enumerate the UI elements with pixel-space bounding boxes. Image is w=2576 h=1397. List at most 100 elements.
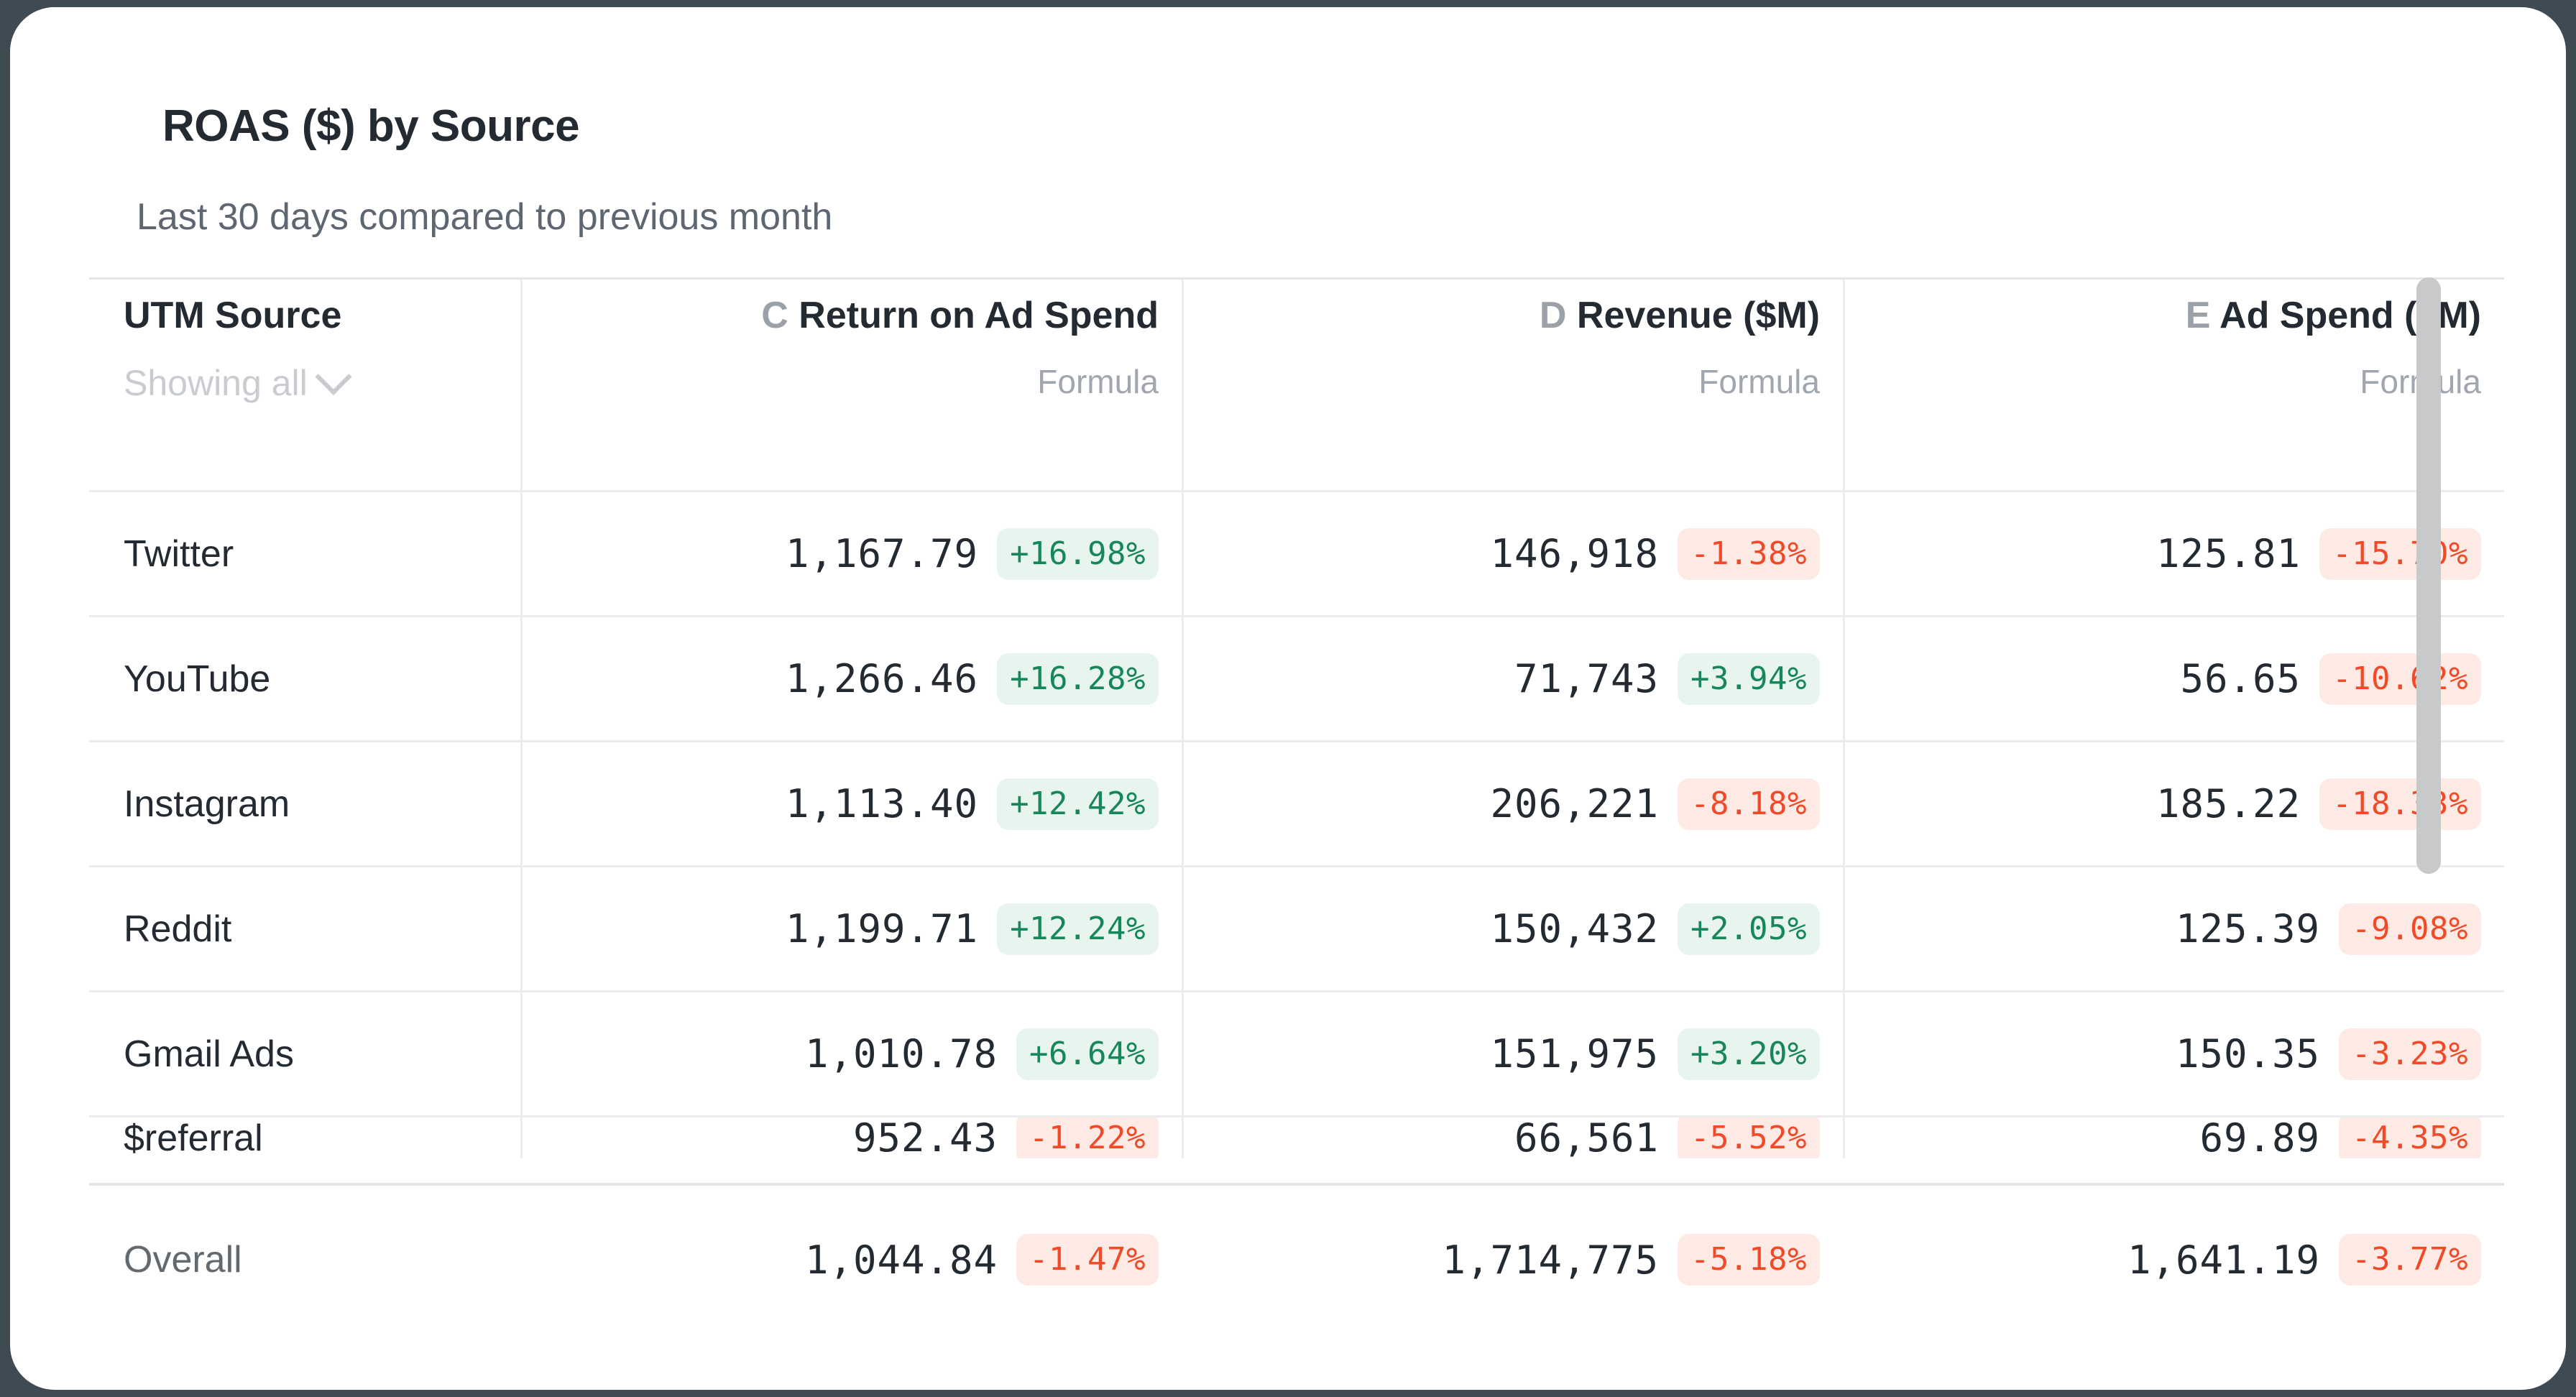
metric-value: 146,918	[1490, 531, 1660, 576]
delta-badge: +6.64%	[1016, 1028, 1159, 1080]
delta-badge: -8.18%	[1678, 778, 1820, 830]
table-header-row: UTM Source Showing all C Return on Ad Sp…	[89, 277, 2504, 490]
cell-revenue: 66,561 -5.52%	[1182, 1117, 1843, 1158]
column-header-label: UTM Source	[124, 295, 342, 336]
column-header-subtitle: Formula	[1037, 363, 1159, 401]
column-header-ad-spend[interactable]: E Ad Spend ($M) Formula	[1843, 280, 2504, 490]
delta-badge: -4.35%	[2339, 1117, 2481, 1158]
page-title: ROAS ($) by Source	[162, 101, 580, 151]
metric-value: 1,113.40	[785, 781, 979, 826]
utm-source-filter-dropdown[interactable]: Showing all	[124, 359, 352, 404]
chevron-down-icon	[315, 359, 352, 396]
source-label: Instagram	[124, 783, 290, 825]
metric-value: 71,743	[1514, 656, 1660, 701]
cell-ad-spend: 125.39 -9.08%	[1843, 867, 2504, 990]
cell-ad-spend: 56.65 -10.62%	[1843, 617, 2504, 740]
column-header-revenue[interactable]: D Revenue ($M) Formula	[1182, 280, 1843, 490]
metric-value: 150,432	[1490, 906, 1660, 951]
roas-card: ROAS ($) by Source Last 30 days compared…	[10, 7, 2566, 1390]
cell-source: Gmail Ads	[89, 992, 520, 1115]
column-title: Ad Spend ($M)	[2220, 295, 2481, 336]
delta-badge: +2.05%	[1678, 903, 1820, 955]
delta-badge: -9.08%	[2339, 903, 2481, 955]
cell-roas: 1,010.78 +6.64%	[520, 992, 1182, 1115]
column-title: Return on Ad Spend	[799, 295, 1159, 336]
cell-roas: 1,113.40 +12.42%	[520, 742, 1182, 865]
delta-badge: -3.23%	[2339, 1028, 2481, 1080]
delta-badge: +12.24%	[997, 903, 1159, 955]
column-header-return-on-ad-spend[interactable]: C Return on Ad Spend Formula	[520, 280, 1182, 490]
metric-value: 1,167.79	[785, 531, 979, 576]
cell-overall-ad-spend: 1,641.19 -3.77%	[1843, 1186, 2504, 1333]
metric-value: 56.65	[2180, 656, 2301, 701]
metric-value: 952.43	[852, 1115, 998, 1158]
cell-roas: 952.43 -1.22%	[520, 1117, 1182, 1158]
roas-table: UTM Source Showing all C Return on Ad Sp…	[89, 277, 2504, 1158]
column-letter: E	[2185, 295, 2211, 336]
overall-label: Overall	[124, 1239, 242, 1281]
delta-badge: +12.42%	[997, 778, 1159, 830]
table-overall-row: Overall 1,044.84 -1.47% 1,714,775 -5.18%…	[89, 1183, 2504, 1333]
scrollbar-thumb[interactable]	[2416, 277, 2441, 874]
cell-source: YouTube	[89, 617, 520, 740]
delta-badge: -5.52%	[1678, 1117, 1820, 1158]
cell-roas: 1,199.71 +12.24%	[520, 867, 1182, 990]
cell-roas: 1,266.46 +16.28%	[520, 617, 1182, 740]
card-subtitle: Last 30 days compared to previous month	[137, 196, 833, 238]
delta-badge: -18.33%	[2319, 778, 2481, 830]
delta-badge: +3.20%	[1678, 1028, 1820, 1080]
card-inner: ROAS ($) by Source Last 30 days compared…	[10, 7, 2504, 1333]
cell-revenue: 206,221 -8.18%	[1182, 742, 1843, 865]
cell-overall-label: Overall	[89, 1186, 520, 1333]
column-title: Revenue ($M)	[1576, 295, 1820, 336]
metric-value: 1,714,775	[1442, 1237, 1660, 1283]
table-row[interactable]: YouTube 1,266.46 +16.28% 71,743 +3.94%	[89, 615, 2504, 740]
cell-revenue: 150,432 +2.05%	[1182, 867, 1843, 990]
cell-ad-spend: 125.81 -15.70%	[1843, 492, 2504, 615]
delta-badge: -1.47%	[1016, 1234, 1159, 1286]
source-label: YouTube	[124, 658, 271, 700]
cell-source: $referral	[89, 1117, 520, 1158]
cell-revenue: 151,975 +3.20%	[1182, 992, 1843, 1115]
column-header-subtitle: Formula	[1698, 363, 1820, 401]
cell-source: Instagram	[89, 742, 520, 865]
column-header-utm-source[interactable]: UTM Source Showing all	[89, 280, 520, 490]
column-letter: D	[1539, 295, 1567, 336]
delta-badge: -3.77%	[2339, 1234, 2481, 1286]
cell-overall-roas: 1,044.84 -1.47%	[520, 1186, 1182, 1333]
delta-badge: -1.22%	[1016, 1117, 1159, 1158]
metric-value: 150.35	[2175, 1031, 2321, 1076]
metric-value: 1,044.84	[804, 1237, 998, 1283]
metric-value: 206,221	[1490, 781, 1660, 826]
delta-badge: +16.98%	[997, 527, 1159, 580]
filter-label: Showing all	[124, 363, 308, 404]
metric-value: 185.22	[2156, 781, 2301, 826]
metric-value: 125.81	[2156, 531, 2301, 576]
delta-badge: -5.18%	[1678, 1234, 1820, 1286]
table-row[interactable]: Gmail Ads 1,010.78 +6.64% 151,975 +3.20%	[89, 990, 2504, 1115]
cell-ad-spend: 185.22 -18.33%	[1843, 742, 2504, 865]
metric-value: 125.39	[2175, 906, 2321, 951]
cell-ad-spend: 150.35 -3.23%	[1843, 992, 2504, 1115]
table-row[interactable]: Reddit 1,199.71 +12.24% 150,432 +2.05%	[89, 865, 2504, 990]
table-row[interactable]: Instagram 1,113.40 +12.42% 206,221 -8.18…	[89, 740, 2504, 865]
source-label: $referral	[124, 1117, 263, 1158]
cell-revenue: 71,743 +3.94%	[1182, 617, 1843, 740]
column-header-label: C Return on Ad Spend	[761, 295, 1159, 336]
table-scrollbar[interactable]	[2416, 277, 2441, 1181]
column-header-label: D Revenue ($M)	[1540, 295, 1820, 336]
metric-value: 1,266.46	[785, 656, 979, 701]
delta-badge: -10.62%	[2319, 653, 2481, 705]
metric-value: 1,010.78	[804, 1031, 998, 1076]
metric-value: 151,975	[1490, 1031, 1660, 1076]
cell-source: Twitter	[89, 492, 520, 615]
table-row[interactable]: $referral 952.43 -1.22% 66,561 -5.52%	[89, 1115, 2504, 1158]
delta-badge: -15.70%	[2319, 527, 2481, 580]
metric-value: 66,561	[1514, 1115, 1660, 1158]
metric-value: 1,199.71	[785, 906, 979, 951]
cell-overall-revenue: 1,714,775 -5.18%	[1182, 1186, 1843, 1333]
cell-roas: 1,167.79 +16.98%	[520, 492, 1182, 615]
table-row[interactable]: Twitter 1,167.79 +16.98% 146,918 -1.38%	[89, 490, 2504, 615]
column-letter: C	[761, 295, 788, 336]
cell-source: Reddit	[89, 867, 520, 990]
